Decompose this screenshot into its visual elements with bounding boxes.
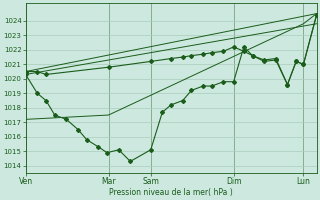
X-axis label: Pression niveau de la mer( hPa ): Pression niveau de la mer( hPa ) [109, 188, 233, 197]
